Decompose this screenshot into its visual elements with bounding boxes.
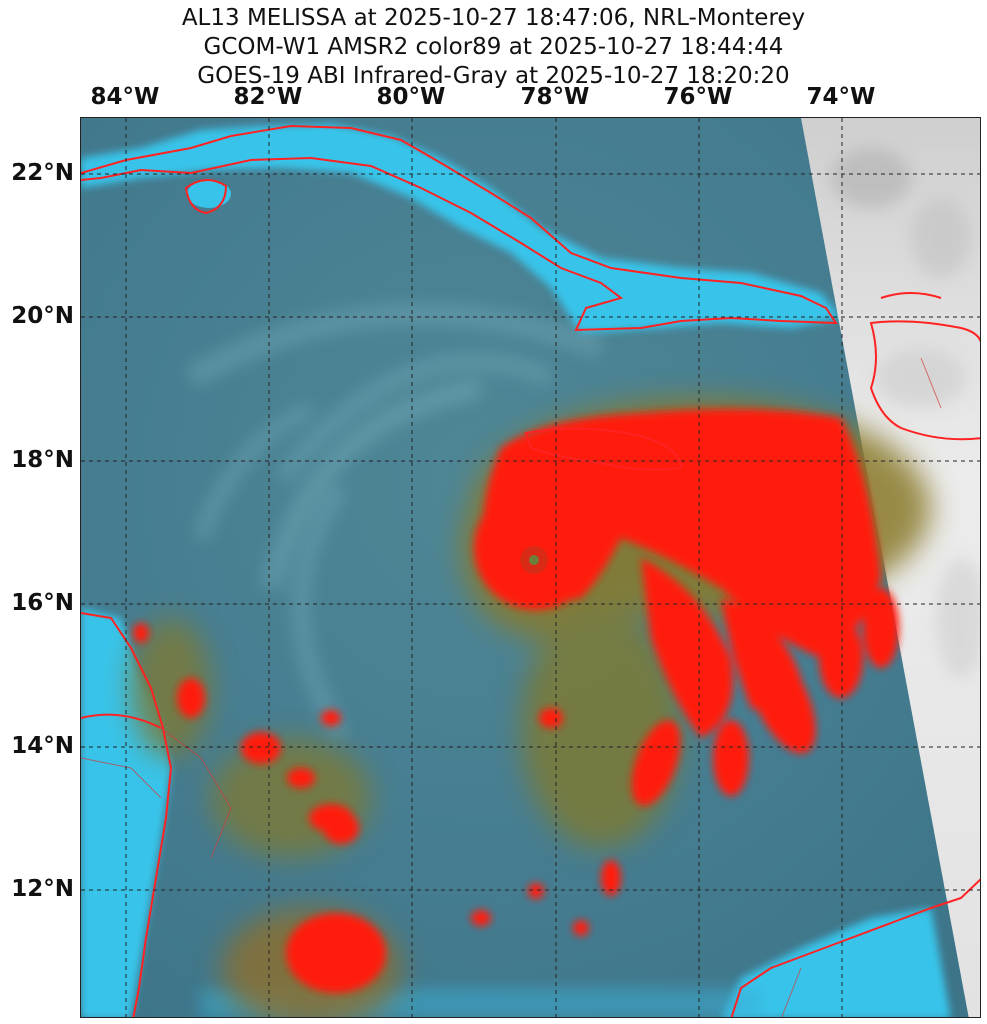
- outer-rainbands: [185, 303, 605, 743]
- borders: [81, 357, 942, 1017]
- cuba-region: [81, 124, 841, 333]
- hurricane-eye: [529, 555, 539, 565]
- haiti-coastline: [880, 292, 942, 299]
- cuba-coastline: [81, 124, 838, 332]
- isla-juventud: [187, 180, 231, 208]
- south-america-region: [721, 908, 951, 1017]
- honduras-coast: [81, 713, 162, 729]
- lat-label-18n: 18°N: [11, 447, 74, 473]
- lon-label-78w: 78°W: [520, 84, 590, 110]
- title-line-3: GOES-19 ABI Infrared-Gray at 2025-10-27 …: [197, 63, 790, 89]
- lat-label-20n: 20°N: [11, 303, 74, 329]
- ir-texture: [831, 148, 980, 678]
- satellite-map: [80, 117, 981, 1018]
- hurricane-convection: [474, 409, 899, 806]
- longitude-labels: 84°W 82°W 80°W 78°W 76°W 74°W: [0, 84, 987, 114]
- hispaniola-coastline: [869, 320, 980, 441]
- lat-label-16n: 16°N: [11, 590, 74, 616]
- lat-label-14n: 14°N: [11, 733, 74, 759]
- gridlines: [81, 118, 980, 1017]
- south-america-coastline: [730, 878, 980, 1017]
- lat-label-22n: 22°N: [11, 160, 74, 186]
- lon-label-76w: 76°W: [663, 84, 733, 110]
- jamaica-coastline: [524, 427, 683, 471]
- figure-title: AL13 MELISSA at 2025-10-27 18:47:06, NRL…: [0, 4, 987, 91]
- lon-label-84w: 84°W: [90, 84, 160, 110]
- lon-label-74w: 74°W: [806, 84, 876, 110]
- coastlines: [81, 124, 980, 1017]
- latitude-labels: 22°N 20°N 18°N 16°N 14°N 12°N: [0, 0, 80, 1024]
- isla-juventud-coastline: [184, 179, 228, 215]
- title-line-1: AL13 MELISSA at 2025-10-27 18:47:06, NRL…: [181, 5, 806, 31]
- lon-label-80w: 80°W: [376, 84, 446, 110]
- convective-cells: [133, 623, 621, 993]
- title-line-2: GCOM-W1 AMSR2 color89 at 2025-10-27 18:4…: [203, 34, 784, 60]
- satellite-map-svg: [81, 118, 980, 1017]
- lat-label-12n: 12°N: [11, 876, 74, 902]
- lon-label-82w: 82°W: [233, 84, 303, 110]
- central-america-coastline: [81, 612, 173, 1017]
